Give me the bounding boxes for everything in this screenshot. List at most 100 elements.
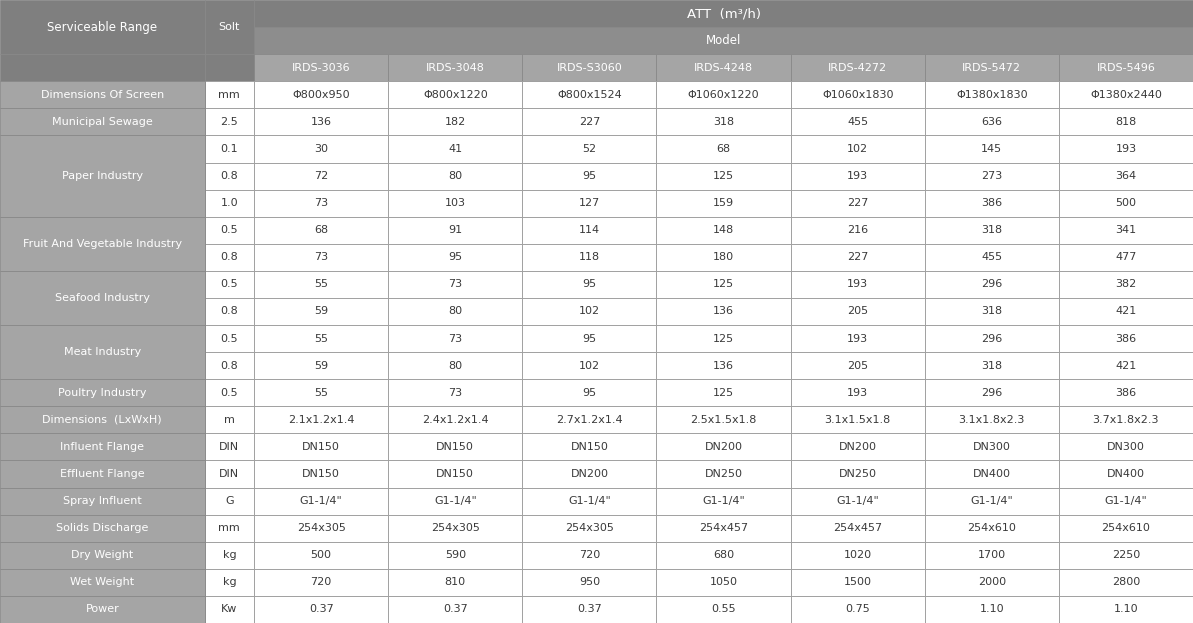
Text: 91: 91 [449, 226, 463, 235]
Text: 720: 720 [310, 578, 332, 587]
Bar [791, 542, 925, 569]
Bar [925, 569, 1059, 596]
Text: Φ1060x1830: Φ1060x1830 [822, 90, 894, 100]
Text: 125: 125 [713, 279, 734, 290]
Text: 386: 386 [1115, 388, 1137, 397]
Text: DN200: DN200 [570, 469, 608, 479]
Bar [656, 460, 791, 488]
Bar [0, 108, 205, 135]
Text: 73: 73 [314, 252, 328, 262]
Text: kg: kg [223, 550, 236, 560]
Text: 1050: 1050 [710, 578, 737, 587]
Bar [523, 434, 656, 460]
Text: 95: 95 [582, 388, 596, 397]
Text: DN250: DN250 [705, 469, 742, 479]
Text: DN250: DN250 [839, 469, 877, 479]
Text: ATT  (m³/h): ATT (m³/h) [686, 7, 761, 20]
Text: 127: 127 [579, 198, 600, 208]
Text: 182: 182 [445, 117, 466, 127]
Text: mm: mm [218, 90, 240, 100]
Text: 1700: 1700 [978, 550, 1006, 560]
Text: 2000: 2000 [978, 578, 1006, 587]
Bar [656, 325, 791, 352]
Text: 950: 950 [579, 578, 600, 587]
Bar [205, 488, 254, 515]
Bar [205, 217, 254, 244]
Bar [388, 108, 523, 135]
Bar [925, 217, 1059, 244]
Bar [791, 352, 925, 379]
Text: 0.5: 0.5 [221, 333, 239, 344]
Text: G1-1/4": G1-1/4" [299, 496, 342, 506]
Bar [1059, 81, 1193, 108]
Text: 227: 227 [847, 252, 869, 262]
Text: 180: 180 [713, 252, 734, 262]
Text: 421: 421 [1115, 307, 1137, 316]
Text: 227: 227 [579, 117, 600, 127]
Text: DN150: DN150 [437, 442, 475, 452]
Text: 364: 364 [1115, 171, 1137, 181]
Bar [925, 81, 1059, 108]
Bar [254, 542, 388, 569]
Text: 205: 205 [847, 361, 869, 371]
Bar [254, 135, 388, 163]
Bar [0, 434, 205, 460]
Text: 59: 59 [314, 307, 328, 316]
Bar [205, 569, 254, 596]
Text: Wet Weight: Wet Weight [70, 578, 135, 587]
Bar [205, 352, 254, 379]
Text: Solids Discharge: Solids Discharge [56, 523, 148, 533]
Bar [925, 244, 1059, 271]
Text: 80: 80 [449, 171, 463, 181]
Bar [656, 135, 791, 163]
Text: 0.5: 0.5 [221, 226, 239, 235]
Bar [523, 163, 656, 189]
Text: DN400: DN400 [972, 469, 1010, 479]
Text: Meat Industry: Meat Industry [63, 347, 141, 357]
Text: 95: 95 [449, 252, 463, 262]
Bar [656, 488, 791, 515]
Bar [254, 163, 388, 189]
Bar [0, 569, 205, 596]
Text: 52: 52 [582, 144, 596, 154]
Text: Fruit And Vegetable Industry: Fruit And Vegetable Industry [23, 239, 181, 249]
Text: 145: 145 [982, 144, 1002, 154]
Bar [388, 596, 523, 623]
Bar [1059, 135, 1193, 163]
Text: 318: 318 [982, 307, 1002, 316]
Text: 3.1x1.8x2.3: 3.1x1.8x2.3 [959, 415, 1025, 425]
Bar [791, 379, 925, 406]
Bar [388, 271, 523, 298]
Text: 273: 273 [981, 171, 1002, 181]
Bar [523, 352, 656, 379]
Text: 296: 296 [981, 333, 1002, 344]
Text: IRDS-3036: IRDS-3036 [292, 63, 351, 73]
Bar [523, 298, 656, 325]
Bar [656, 189, 791, 217]
Text: Φ1060x1220: Φ1060x1220 [687, 90, 760, 100]
Bar [523, 135, 656, 163]
Bar [523, 460, 656, 488]
Text: 254x610: 254x610 [1101, 523, 1150, 533]
Text: 102: 102 [579, 361, 600, 371]
Text: 455: 455 [847, 117, 869, 127]
Text: DN150: DN150 [570, 442, 608, 452]
Bar [388, 135, 523, 163]
Bar [791, 108, 925, 135]
Text: 95: 95 [582, 333, 596, 344]
Bar [205, 515, 254, 542]
Bar [0, 488, 205, 515]
Text: 125: 125 [713, 333, 734, 344]
Text: 590: 590 [445, 550, 465, 560]
Bar [925, 515, 1059, 542]
Bar [925, 488, 1059, 515]
Text: IRDS-5472: IRDS-5472 [963, 63, 1021, 73]
Bar [925, 434, 1059, 460]
Bar [0, 515, 205, 542]
Text: 0.55: 0.55 [711, 604, 736, 614]
Bar [388, 515, 523, 542]
Bar [388, 460, 523, 488]
Bar [656, 406, 791, 434]
Text: 1020: 1020 [843, 550, 872, 560]
Text: 55: 55 [314, 388, 328, 397]
